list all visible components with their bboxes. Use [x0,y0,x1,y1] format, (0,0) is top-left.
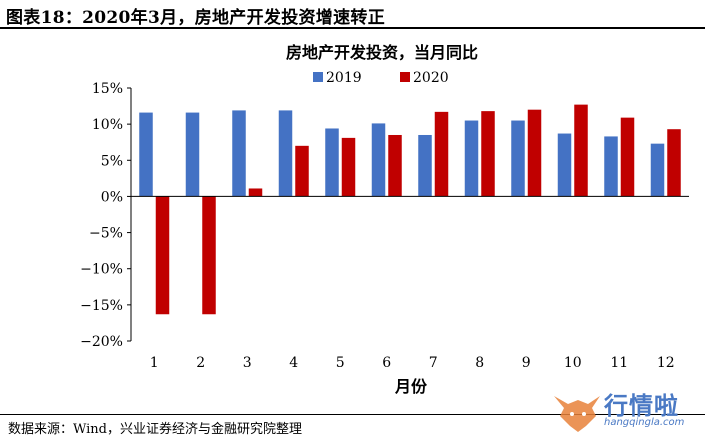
footer-rule [0,414,705,415]
figure-header: 图表18：2020年3月，房地产开发投资增速转正 [0,0,705,30]
y-tick-label: −20% [80,334,123,350]
bar-2020-9 [527,109,542,197]
x-tick-label: 7 [429,355,438,371]
bar-2019-5 [325,128,339,197]
bar-2020-6 [388,134,402,197]
figure-title: 图表18：2020年3月，房地产开发投资增速转正 [6,8,385,28]
watermark: 行情啦 hangqingla.com [548,386,698,436]
bar-2019-10 [557,133,572,197]
x-tick-label: 11 [610,355,628,371]
bar-2020-2 [202,196,216,315]
bar-2019-2 [185,112,200,197]
bar-2020-5 [341,137,356,197]
legend-label-2019: 2019 [326,70,362,86]
bar-2020-7 [434,111,449,197]
bar-2020-1 [155,196,170,315]
bar-2019-7 [418,134,432,197]
y-tick-label: 10% [92,117,123,133]
x-tick-label: 2 [196,355,205,371]
x-tick-label: 4 [289,355,298,371]
x-tick-label: 1 [150,355,159,371]
legend-label-2020: 2020 [413,70,449,86]
legend: 2019 2020 [313,70,449,86]
header-rule [0,27,705,29]
legend-swatch-2020 [400,72,410,82]
y-tick-label: −10% [80,262,123,278]
bar-2019-1 [139,112,153,197]
x-tick-label: 10 [564,355,582,371]
bar-2019-8 [464,120,479,197]
source-note: 数据来源：Wind，兴业证券经济与金融研究院整理 [8,422,302,437]
bar-2020-3 [248,188,263,197]
bar-2020-11 [620,117,635,197]
y-tick-label: 15% [92,81,123,97]
y-axis: 15% 10% 5% 0% −5% −10% −15% −20% [80,81,132,350]
bar-2019-11 [604,136,618,197]
bar-2019-3 [232,110,246,197]
bar-2020-8 [481,111,495,197]
x-tick-label: 5 [336,355,345,371]
bar-2019-4 [278,110,293,197]
bar-chart: 房地产开发投资，当月同比 2019 2020 15% 10% 5% 0% −5% −10% −… [80,43,689,396]
legend-swatch-2019 [313,72,323,82]
bars [139,104,681,315]
watermark-bull-icon [554,396,600,432]
bar-2020-4 [295,145,309,197]
x-tick-label: 6 [382,355,391,371]
bar-2019-9 [511,120,525,197]
y-tick-label: 0% [101,189,123,205]
y-tick-label: 5% [101,153,123,169]
watermark-url: hangqingla.com [604,417,685,428]
x-axis: 1 2 3 4 5 6 7 8 9 10 11 12 [131,195,689,371]
chart-title: 房地产开发投资，当月同比 [286,43,478,62]
x-axis-label: 月份 [394,377,428,396]
x-tick-label: 8 [475,355,484,371]
bar-2020-12 [667,129,681,197]
bar-2019-12 [650,143,665,197]
bar-2020-10 [574,104,588,197]
watermark-text: 行情啦 [604,392,679,420]
bar-2019-6 [371,123,386,197]
x-tick-label: 12 [657,355,675,371]
y-tick-label: −15% [80,298,123,314]
x-tick-label: 9 [522,355,531,371]
x-tick-label: 3 [243,355,252,371]
y-tick-label: −5% [89,226,123,242]
